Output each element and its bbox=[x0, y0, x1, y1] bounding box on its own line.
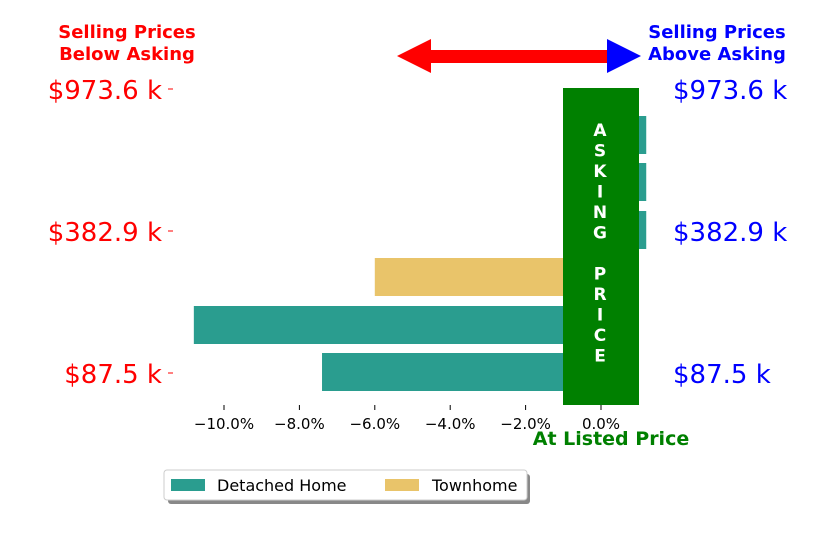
legend-box bbox=[163, 469, 528, 501]
price-label-right-top: $973.6 k bbox=[673, 76, 787, 106]
price-label-right-mid: $382.9 k bbox=[673, 218, 787, 248]
x-tick-label: −4.0% bbox=[425, 415, 476, 433]
header-right-line1: Selling Prices bbox=[648, 22, 785, 43]
asking-letter: P bbox=[594, 265, 606, 285]
header-right-line2: Above Asking bbox=[648, 44, 786, 65]
asking-letter: G bbox=[593, 224, 607, 244]
arrow-shaft bbox=[430, 50, 612, 63]
header-left-line2: Below Asking bbox=[59, 44, 195, 65]
asking-letter: S bbox=[594, 142, 606, 162]
x-tick-label: −10.0% bbox=[194, 415, 254, 433]
price-label-left-bottom: $87.5 k bbox=[64, 360, 162, 390]
x-tick-label: −8.0% bbox=[274, 415, 325, 433]
header-left-line1: Selling Prices bbox=[58, 22, 195, 43]
at-listed-price-label: At Listed Price bbox=[533, 428, 689, 450]
asking-letter: A bbox=[593, 121, 607, 141]
asking-letter: C bbox=[594, 326, 606, 346]
legend-swatch-detached bbox=[171, 479, 205, 491]
asking-letter: I bbox=[597, 183, 603, 203]
price-label-right-bottom: $87.5 k bbox=[673, 360, 771, 390]
bar-detached-4 bbox=[193, 306, 601, 344]
bar-detached-5 bbox=[322, 353, 601, 391]
arrow-right-head bbox=[607, 39, 641, 73]
legend-swatch-townhome bbox=[385, 479, 419, 491]
asking-price-band bbox=[563, 88, 639, 405]
asking-letter: E bbox=[594, 347, 606, 367]
asking-letter: I bbox=[597, 306, 603, 326]
legend-label-detached: Detached Home bbox=[217, 476, 347, 495]
asking-letter: R bbox=[593, 285, 606, 305]
price-label-left-top: $973.6 k bbox=[48, 76, 162, 106]
x-tick-label: 0.0% bbox=[582, 415, 620, 433]
asking-letter: N bbox=[593, 203, 607, 223]
x-tick-label: −6.0% bbox=[349, 415, 400, 433]
legend-label-townhome: Townhome bbox=[431, 476, 517, 495]
direction-arrow bbox=[397, 39, 641, 73]
x-axis: −10.0% −8.0% −6.0% −4.0% −2.0% 0.0% bbox=[194, 405, 620, 433]
asking-letter: K bbox=[593, 162, 607, 182]
price-label-left-mid: $382.9 k bbox=[48, 218, 162, 248]
arrow-left-head bbox=[397, 39, 431, 73]
legend: Detached Home Townhome bbox=[163, 469, 530, 504]
x-tick-label: −2.0% bbox=[500, 415, 551, 433]
